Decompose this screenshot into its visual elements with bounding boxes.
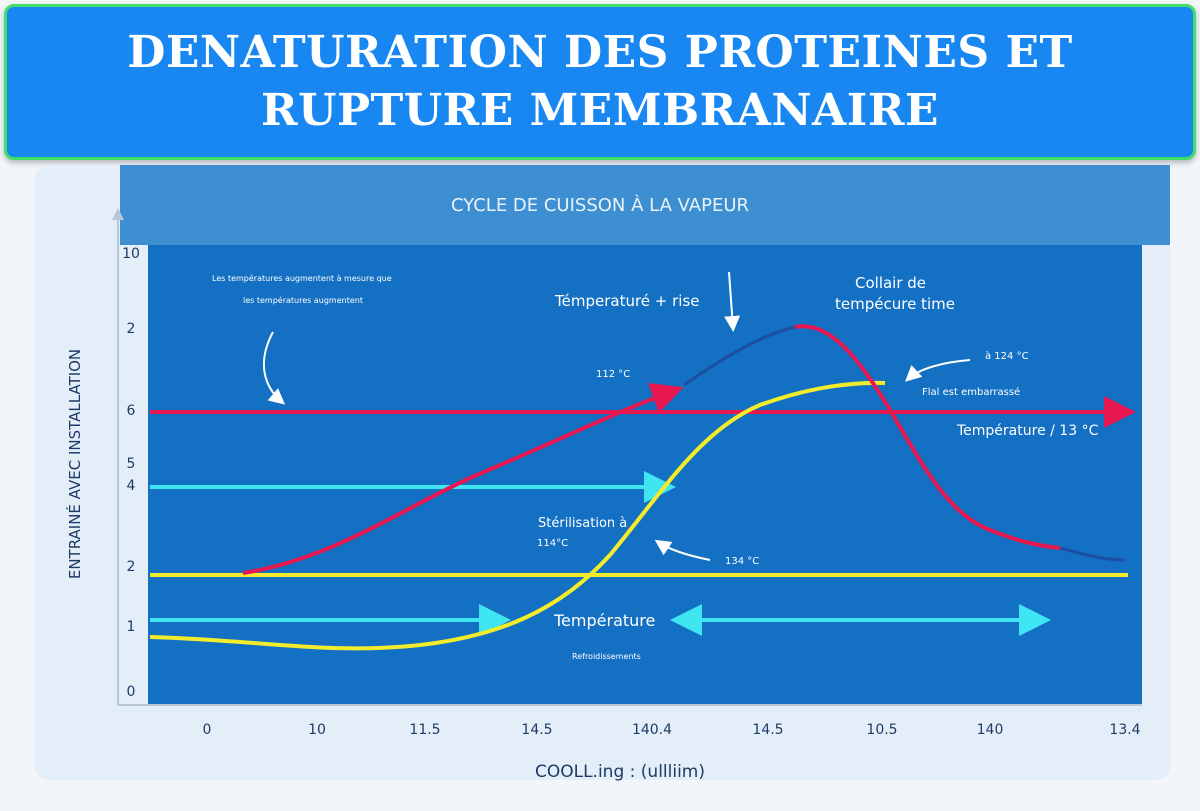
annotation-134: 134 °C bbox=[725, 556, 760, 567]
x-axis-label: COOLL.ing : (ullliim) bbox=[534, 762, 706, 782]
y-axis-arrow-icon bbox=[112, 208, 124, 220]
y-axis-label: ENTRAINÉ AVEC INSTALLATION bbox=[66, 348, 84, 580]
x-tick: 14.5 bbox=[521, 722, 553, 738]
banner-title: DENATURATION DES PROTEINES ET RUPTURE ME… bbox=[127, 27, 1073, 136]
annotation-112: 112 °C bbox=[596, 369, 631, 380]
annotation-124: à 124 °C bbox=[985, 351, 1029, 362]
annotation-sterilisation-1: Stérilisation à bbox=[538, 516, 628, 531]
y-tick: 5 bbox=[126, 456, 136, 472]
title-banner: DENATURATION DES PROTEINES ET RUPTURE ME… bbox=[4, 4, 1196, 160]
x-tick: 140.4 bbox=[631, 722, 673, 738]
blue-curve-segment bbox=[683, 325, 796, 387]
y-tick: 0 bbox=[126, 684, 136, 700]
y-tick: 6 bbox=[126, 403, 136, 419]
annotation-refroidissements: Refroidissements bbox=[572, 652, 641, 661]
red-curve-rise bbox=[242, 383, 684, 575]
annotation-collair-2: tempécure time bbox=[835, 295, 955, 313]
x-tick: 14.5 bbox=[752, 722, 784, 738]
x-tick: 13.4 bbox=[1109, 722, 1141, 738]
annotation-temp-rise: Témperaturé + rise bbox=[555, 292, 700, 310]
x-tick: 10 bbox=[308, 722, 326, 738]
chart-title: CYCLE DE CUISSON À LA VAPEUR bbox=[450, 195, 750, 216]
chart-header-band bbox=[120, 165, 1170, 245]
y-tick: 10 bbox=[122, 246, 140, 262]
y-tick: 2 bbox=[126, 559, 136, 575]
arrow-124-icon bbox=[905, 359, 971, 382]
blue-curve-tail bbox=[1059, 546, 1126, 562]
yellow-curve bbox=[149, 380, 886, 651]
annotation-temperature: Température bbox=[554, 611, 656, 630]
annotation-flal: Flal est embarrassé bbox=[922, 387, 1021, 398]
annotation-temp-13: Température / 13 °C bbox=[957, 423, 1099, 439]
y-tick: 4 bbox=[126, 478, 136, 494]
y-tick: 2 bbox=[126, 321, 136, 337]
x-tick: 0 bbox=[202, 722, 212, 738]
down-arrow-icon bbox=[724, 271, 741, 332]
annotation-sterilisation-2: 114°C bbox=[537, 538, 569, 549]
x-tick: 11.5 bbox=[409, 722, 441, 738]
x-tick: 140 bbox=[976, 722, 1004, 738]
annotation-rise-note-2: les températures augmentent bbox=[243, 296, 363, 305]
arrow-134-icon bbox=[654, 539, 711, 561]
annotation-collair-1: Collair de bbox=[855, 274, 927, 292]
curved-annotation-arrow-icon bbox=[262, 331, 286, 405]
annotation-rise-note-1: Les températures augmentent à mesure que bbox=[212, 274, 392, 283]
x-tick: 10.5 bbox=[866, 722, 898, 738]
red-curve-fall bbox=[794, 324, 1061, 550]
y-tick: 1 bbox=[126, 619, 136, 635]
